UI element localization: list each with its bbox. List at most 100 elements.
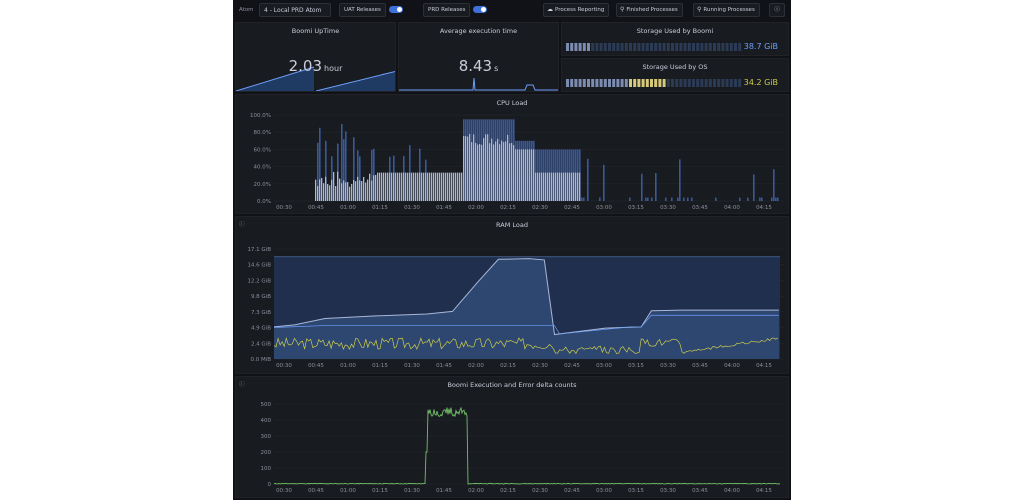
uptime-value: 2.03 (288, 57, 323, 75)
process-reporting-button[interactable]: ☁ Process Reporting (543, 3, 610, 17)
cpu-bar (325, 176, 327, 201)
cpu-bar (521, 149, 523, 201)
x-tick-label: 00:30 (276, 363, 292, 369)
cpu-bar (419, 172, 421, 201)
cpu-bar (555, 172, 557, 201)
cpu-bar (387, 172, 389, 201)
cpu-bar (365, 182, 367, 201)
y-tick-label: 80.0% (254, 130, 271, 136)
cpu-bar (569, 172, 571, 201)
cpu-bar (407, 172, 409, 201)
cpu-bar (327, 184, 329, 201)
cpu-bar (487, 134, 489, 201)
cpu-bar (761, 197, 763, 201)
uptime-sparkline (236, 66, 395, 91)
x-tick-label: 03:15 (628, 205, 644, 211)
x-tick-label: 04:00 (724, 205, 740, 211)
y-tick-label: 14.6 GiB (247, 263, 271, 269)
gauge-segment (675, 79, 679, 87)
x-tick-label: 00:45 (308, 363, 324, 369)
gauge-segment (654, 79, 658, 87)
cpu-bar (541, 172, 543, 201)
cpu-bar (459, 172, 461, 201)
pin-icon: ⚲ (697, 6, 702, 13)
cpu-bar (495, 141, 497, 201)
gauge-segment (582, 43, 586, 51)
prd-releases-toggle[interactable] (473, 6, 487, 13)
cpu-bar (369, 173, 371, 201)
gauge-segment (629, 43, 632, 51)
gauge-segment (713, 43, 716, 51)
x-tick-label: 03:00 (596, 488, 612, 494)
cpu-bar (549, 172, 551, 201)
gauge-segment (633, 43, 637, 51)
atom-select[interactable]: 4 - Local PRD Atom ▾ (259, 3, 331, 28)
gauge-segment (679, 79, 683, 87)
cpu-bar (319, 127, 321, 201)
info-icon[interactable]: ⓘ (239, 382, 245, 388)
cpu-bar (475, 142, 477, 201)
cpu-bar (353, 180, 355, 201)
gauge-segment (599, 43, 603, 51)
gauge-segment (608, 79, 611, 87)
gauge-segment (683, 43, 687, 51)
cpu-chart: 00:30 00:45 01:00 01:15 01:30 01:45 02:00 02:15… (250, 113, 784, 211)
cpu-bar (581, 197, 583, 201)
y-tick-label: 100 (261, 466, 272, 472)
gauge-segment (721, 79, 725, 87)
x-tick-label: 02:45 (564, 205, 580, 211)
storage-os-panel: Storage Used by OS 34.2 GiB (561, 58, 789, 92)
x-tick-label: 01:30 (404, 205, 420, 211)
cpu-bar (323, 183, 325, 201)
ram-process-line (273, 336, 779, 355)
info-button[interactable]: ⓘ (769, 3, 785, 17)
x-tick-label: 01:00 (340, 488, 356, 494)
cpu-bar (343, 180, 345, 201)
gauge-segment (692, 43, 695, 51)
cpu-bar (645, 197, 647, 201)
gauge-segment (620, 79, 624, 87)
cpu-bar (433, 172, 435, 201)
y-tick-label: 500 (261, 402, 272, 408)
y-tick-label: 40.0% (254, 165, 271, 171)
cpu-bar (355, 181, 357, 201)
cpu-bar (777, 197, 779, 201)
cpu-bar (413, 172, 415, 201)
y-tick-label: 300 (261, 434, 272, 440)
cpu-bar (451, 172, 453, 201)
x-tick-label: 02:00 (468, 363, 484, 369)
uptime-stat: 2.03 hour (236, 56, 395, 75)
avg-exec-stat: 8.43 s (399, 56, 558, 75)
running-processes-button[interactable]: ⚲ Running Processes (693, 3, 760, 17)
cpu-bar (747, 197, 749, 201)
info-icon[interactable]: ⓘ (239, 222, 245, 228)
cpu-bar (683, 197, 685, 201)
atom-select-value: 4 - Local PRD Atom (264, 7, 322, 14)
cpu-bar (345, 182, 347, 201)
uat-releases-toggle[interactable] (389, 6, 403, 13)
cpu-bar (337, 171, 339, 201)
cpu-bar (319, 179, 321, 201)
x-tick-label: 01:45 (436, 363, 452, 369)
cpu-bar (401, 172, 403, 201)
gauge-segment (612, 43, 616, 51)
gauge-segment (662, 79, 666, 87)
x-tick-label: 01:45 (436, 488, 452, 494)
gauge-segment (738, 79, 742, 87)
cpu-bar (491, 138, 493, 201)
gauge-segment (650, 43, 653, 51)
y-tick-label: 0 (268, 482, 272, 488)
cpu-bar (403, 172, 405, 201)
gauge-segment (679, 43, 683, 51)
gauge-segment (675, 43, 679, 51)
x-tick-label: 01:15 (372, 205, 388, 211)
finished-processes-button[interactable]: ⚲ Finished Processes (616, 3, 683, 17)
cpu-bar (391, 172, 393, 201)
x-tick-label: 01:15 (372, 488, 388, 494)
x-tick-label: 02:15 (500, 363, 516, 369)
gauge-segment (629, 79, 632, 87)
gauge-segment (700, 43, 704, 51)
gauge-segment (637, 43, 641, 51)
x-tick-label: 04:15 (756, 488, 772, 494)
cpu-bar (559, 172, 561, 201)
